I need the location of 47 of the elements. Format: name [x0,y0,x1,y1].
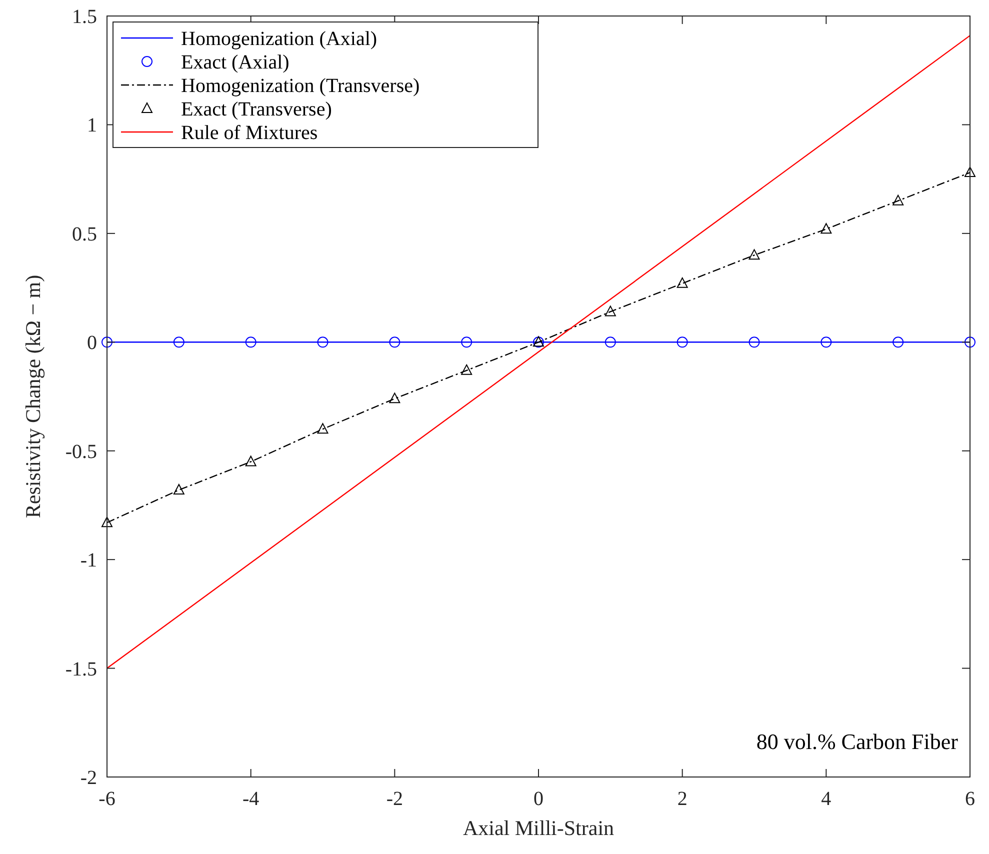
point [317,336,328,348]
point [102,336,112,348]
point [461,336,472,348]
point [676,277,688,288]
annotation: 80 vol.% Carbon Fiber [756,729,959,754]
x-tick-label: 6 [965,788,975,810]
point [245,336,256,348]
x-tick-label: -2 [386,788,404,810]
point [820,336,832,348]
x-tick-label: 0 [534,788,544,810]
point [892,194,904,206]
point [892,336,904,348]
y-tick-label: -2 [80,767,97,789]
y-tick-label: 0 [87,332,97,354]
point [748,249,760,260]
legend-label: Rule of Mixtures [181,122,318,144]
x-tick-label: 2 [677,788,688,810]
y-tick-label: -1.5 [65,658,97,680]
x-tick-label: 4 [821,788,832,810]
point [604,336,616,348]
legend-label: Exact (Transverse) [181,98,332,120]
point [461,364,472,375]
point [173,484,184,494]
y-tick-label: -1 [80,550,97,572]
point [317,423,328,434]
y-tick-label: 0.5 [72,223,97,246]
point [676,336,688,348]
y-tick-label: 1.5 [72,6,97,28]
point [748,336,760,348]
y-tick-label: 1 [87,114,97,137]
y-axis-title: Resistivity Change (kΩ − m) [21,274,45,518]
point [102,516,112,528]
legend-label: Homogenization (Transverse) [181,75,420,97]
x-axis-title: Axial Milli-Strain [462,816,615,840]
point [604,306,616,316]
legend-label: Exact (Axial) [181,52,290,74]
y-tick-label: -0.5 [65,440,97,463]
point [173,336,184,348]
legend-label: Homogenization (Axial) [181,28,378,50]
point [820,223,832,234]
point [245,456,256,466]
point [389,336,400,348]
point [964,336,976,348]
x-tick-label: -4 [242,788,260,810]
point [964,166,976,178]
point [389,392,400,404]
x-tick-label: -6 [98,788,116,810]
